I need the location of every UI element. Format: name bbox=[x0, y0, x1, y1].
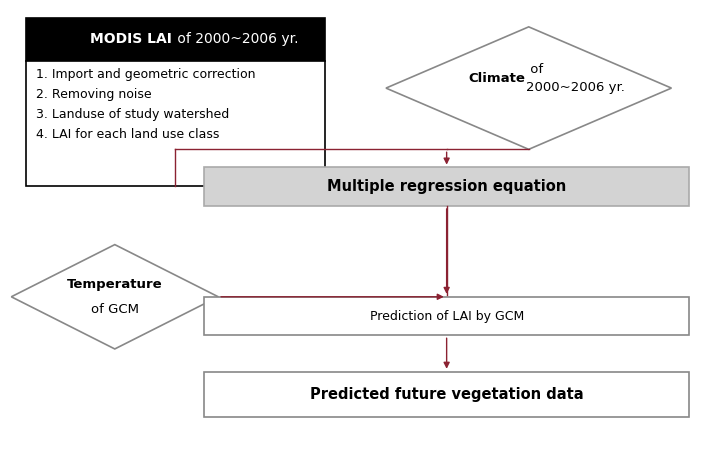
Bar bbox=[204, 168, 690, 206]
Bar bbox=[25, 61, 326, 186]
Text: Climate: Climate bbox=[469, 72, 525, 85]
Text: 1. Import and geometric correction
2. Removing noise
3. Landuse of study watersh: 1. Import and geometric correction 2. Re… bbox=[36, 67, 256, 141]
Text: Multiple regression equation: Multiple regression equation bbox=[327, 179, 566, 194]
Text: Temperature: Temperature bbox=[67, 278, 162, 291]
Polygon shape bbox=[386, 27, 671, 149]
Bar bbox=[204, 371, 690, 417]
Text: of
2000~2006 yr.: of 2000~2006 yr. bbox=[526, 63, 625, 94]
Bar bbox=[25, 18, 326, 61]
Text: of 2000~2006 yr.: of 2000~2006 yr. bbox=[173, 32, 298, 46]
Text: Predicted future vegetation data: Predicted future vegetation data bbox=[310, 387, 583, 402]
Text: Prediction of LAI by GCM: Prediction of LAI by GCM bbox=[370, 310, 523, 322]
Bar bbox=[204, 297, 690, 335]
Polygon shape bbox=[12, 244, 218, 349]
Text: of GCM: of GCM bbox=[91, 303, 139, 316]
Text: MODIS LAI: MODIS LAI bbox=[90, 32, 172, 46]
